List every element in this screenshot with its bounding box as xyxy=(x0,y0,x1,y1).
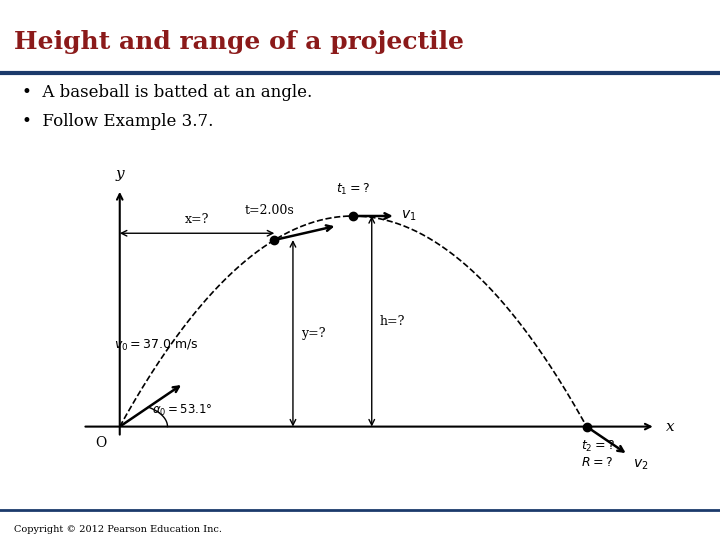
Text: t=2.00s: t=2.00s xyxy=(244,204,294,217)
Text: x=?: x=? xyxy=(185,213,210,226)
Text: y=?: y=? xyxy=(301,327,325,340)
Text: $v_1$: $v_1$ xyxy=(401,209,416,223)
Text: $v_0=37.0\ \mathrm{m/s}$: $v_0=37.0\ \mathrm{m/s}$ xyxy=(114,338,199,353)
Text: $t_1=?$: $t_1=?$ xyxy=(336,182,370,197)
Text: O: O xyxy=(95,436,107,450)
Text: h=?: h=? xyxy=(379,315,405,328)
Text: $v_2$: $v_2$ xyxy=(634,457,649,472)
Text: •  Follow Example 3.7.: • Follow Example 3.7. xyxy=(22,113,213,130)
Text: $\alpha_0=53.1°$: $\alpha_0=53.1°$ xyxy=(152,403,212,418)
Text: x: x xyxy=(666,420,675,434)
Text: y: y xyxy=(115,167,124,181)
Text: •  A baseball is batted at an angle.: • A baseball is batted at an angle. xyxy=(22,84,312,100)
Text: $t_2=?$
$R=?$: $t_2=?$ $R=?$ xyxy=(581,438,615,469)
Text: Copyright © 2012 Pearson Education Inc.: Copyright © 2012 Pearson Education Inc. xyxy=(14,524,222,534)
Text: Height and range of a projectile: Height and range of a projectile xyxy=(14,30,464,53)
